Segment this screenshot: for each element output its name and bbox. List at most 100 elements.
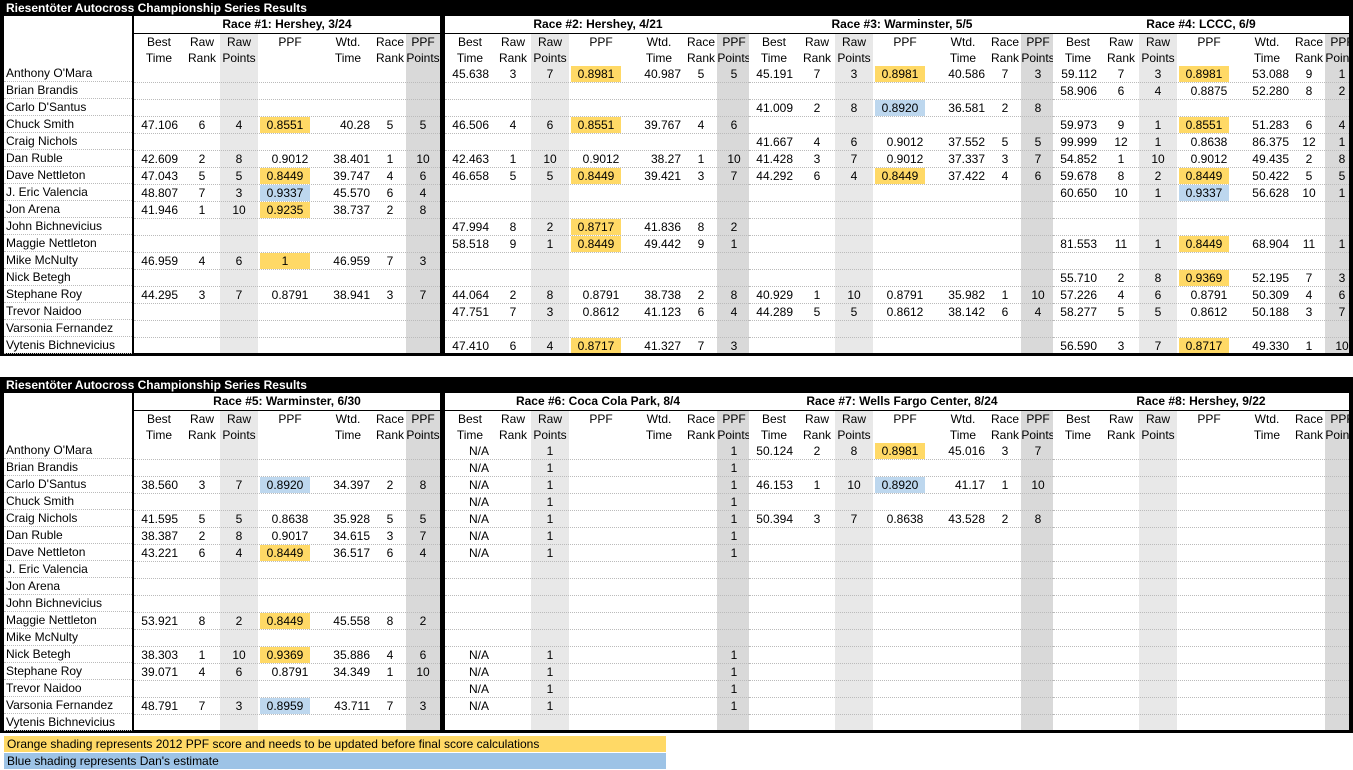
header-line: Rank [1106, 428, 1135, 442]
table-cell: 0.8551 [260, 117, 310, 133]
table-row: 41.595 5 5 0.8638 35.928 5 5 [134, 511, 440, 528]
table-cell: 0.8717 [571, 338, 621, 353]
race-block: Race #1: Hershey, 3/24 Best Time Raw Rank Raw… [134, 16, 440, 353]
header-line: Raw [1145, 412, 1170, 426]
table-cell: N/A [468, 529, 489, 543]
header-line: Points [717, 51, 751, 65]
table-cell: 1 [546, 495, 554, 509]
table-cell: 6 [509, 339, 517, 353]
table-row: 44.289 5 5 0.8612 38.142 6 4 [749, 304, 1055, 321]
table-cell: 0.9337 [1179, 185, 1229, 201]
header-line: Race [1294, 35, 1323, 49]
header-line: Raw [1108, 412, 1133, 426]
table-cell: 5 [386, 512, 394, 526]
table-cell: 41.123 [644, 305, 681, 319]
driver-name: John Bichnevicius [4, 218, 132, 235]
column-header: Wtd. Time [1241, 34, 1293, 66]
table-cell: 3 [386, 529, 394, 543]
column-header: Wtd. Time [937, 34, 989, 66]
column-header: PPF Points [717, 34, 751, 66]
table-cell: 2 [386, 478, 394, 492]
table-cell: 4 [235, 118, 243, 132]
table-cell: 44.064 [452, 288, 489, 302]
table-cell: 0.8791 [271, 288, 309, 302]
table-cell: 7 [235, 288, 243, 302]
table-cell: 0.8920 [875, 100, 925, 116]
table-row [749, 253, 1055, 270]
driver-name: Anthony O'Mara [4, 442, 132, 459]
header-line: PPF [278, 35, 302, 49]
column-header: Wtd. Time [1241, 411, 1293, 443]
header-line: Best [1065, 412, 1090, 426]
table-row [445, 270, 751, 287]
table-cell: 2 [697, 288, 705, 302]
table-cell: 34.349 [333, 665, 370, 679]
table-row: 47.106 6 4 0.8551 40.28 5 5 [134, 117, 440, 134]
table-row [134, 596, 440, 613]
sheet-body: Anthony O'Mara Brian Brandis Carlo D'Santu… [0, 16, 1353, 356]
header-line: Time [334, 51, 362, 65]
column-header: PPF Points [717, 411, 751, 443]
table-cell: 49.442 [644, 237, 681, 251]
header-line: Race [990, 35, 1019, 49]
table-cell: 7 [1001, 67, 1009, 81]
table-row: 58.277 5 5 0.8612 50.188 3 7 [1053, 304, 1349, 321]
table-cell: 45.558 [333, 614, 370, 628]
header-line: Race [375, 412, 404, 426]
table-row: N/A 1 1 [445, 528, 751, 545]
table-cell: 1 [1305, 339, 1313, 353]
table-cell: 4 [1305, 288, 1313, 302]
table-cell: 0.8981 [875, 66, 925, 82]
table-cell: 8 [1034, 101, 1042, 115]
header-line: Points [1141, 428, 1175, 442]
results-sheet-bottom: Riesentöter Autocross Championship Serie… [0, 377, 1353, 733]
table-cell: 41.667 [756, 135, 793, 149]
header-line: Points [222, 51, 256, 65]
table-cell: 3 [730, 339, 738, 353]
table-cell: 8 [1117, 169, 1125, 183]
table-cell: 8 [1034, 512, 1042, 526]
header-line: Time [1253, 51, 1281, 65]
column-header-row: Best Time Raw Rank Raw Points PPF Wtd. Time Race R… [1053, 411, 1349, 443]
table-cell: 3 [1305, 305, 1313, 319]
table-row: N/A 1 1 [445, 477, 751, 494]
header-line: PPF [1197, 412, 1221, 426]
table-cell: 10 [416, 152, 430, 166]
header-line: Rank [187, 428, 216, 442]
column-header: Race Rank [374, 34, 406, 66]
table-cell: 3 [198, 478, 206, 492]
table-cell: 1 [1154, 237, 1162, 251]
table-cell: 3 [1001, 444, 1009, 458]
header-line: PPF [722, 35, 746, 49]
table-cell: 7 [1338, 305, 1346, 319]
header-line: PPF [1330, 35, 1349, 49]
table-cell: 1 [730, 512, 738, 526]
table-cell: 2 [235, 614, 243, 628]
table-cell: 6 [697, 305, 705, 319]
column-header: PPF Points [1021, 411, 1055, 443]
column-shading [220, 410, 258, 730]
table-cell: 48.807 [141, 186, 178, 200]
column-header: PPF Points [1021, 34, 1055, 66]
table-row [1053, 715, 1349, 730]
table-row: 42.609 2 8 0.9012 38.401 1 10 [134, 151, 440, 168]
table-cell: N/A [468, 648, 489, 662]
column-header: PPF Points [406, 34, 440, 66]
table-cell: 2 [1305, 152, 1313, 166]
table-cell: 1 [730, 699, 738, 713]
header-line: Race [686, 412, 715, 426]
table-row [1053, 562, 1349, 579]
header-line: Best [146, 412, 171, 426]
table-cell: 10 [416, 665, 430, 679]
table-cell: 4 [386, 648, 394, 662]
driver-name: J. Eric Valencia [4, 561, 132, 578]
name-header-spacer [4, 16, 132, 65]
table-row [749, 596, 1055, 613]
table-row [1053, 100, 1349, 117]
table-cell: 5 [730, 67, 738, 81]
table-cell: N/A [468, 478, 489, 492]
table-row [134, 562, 440, 579]
table-cell: 6 [730, 118, 738, 132]
table-cell: 37.422 [948, 169, 985, 183]
column-shading [717, 33, 751, 353]
